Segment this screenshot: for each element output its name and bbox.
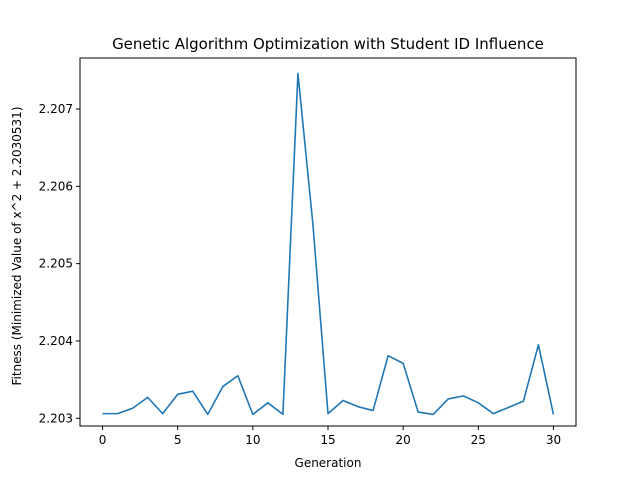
x-axis: 0 5 10 15 20 25 30 (99, 426, 561, 447)
y-axis: 2.203 2.204 2.205 2.206 2.207 (39, 102, 80, 425)
y-tick-label: 2.206 (39, 179, 73, 193)
chart-title: Genetic Algorithm Optimization with Stud… (112, 35, 544, 53)
y-tick-label: 2.207 (39, 102, 73, 116)
plot-frame (79, 57, 577, 427)
x-tick-label: 15 (320, 433, 335, 447)
x-axis-label: Generation (295, 456, 362, 470)
x-tick-label: 5 (174, 433, 182, 447)
x-tick-label: 10 (245, 433, 260, 447)
plot-area (102, 72, 555, 416)
y-tick-label: 2.205 (39, 257, 73, 271)
y-axis-label: Fitness (Minimized Value of x^2 + 2.2030… (10, 106, 24, 385)
x-tick-label: 0 (99, 433, 107, 447)
y-tick-label: 2.204 (39, 334, 73, 348)
y-tick-label: 2.203 (39, 411, 73, 425)
x-tick-label: 30 (546, 433, 561, 447)
x-tick-label: 25 (471, 433, 486, 447)
x-tick-label: 20 (396, 433, 411, 447)
